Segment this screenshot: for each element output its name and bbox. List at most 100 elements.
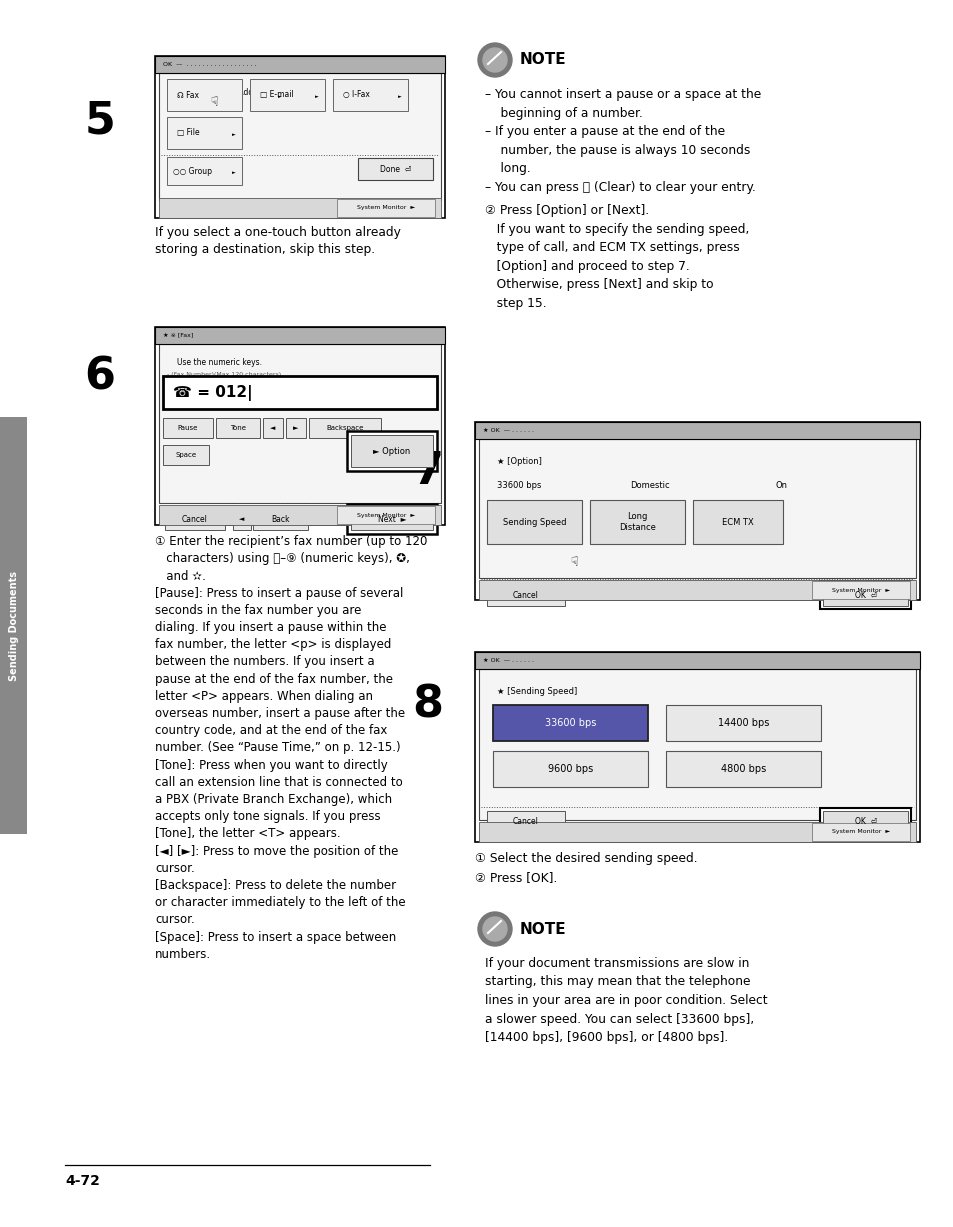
- Text: 33600 bps: 33600 bps: [544, 718, 596, 728]
- Bar: [154, 56, 444, 218]
- Bar: [347, 431, 436, 471]
- Text: If you want to specify the sending speed,: If you want to specify the sending speed…: [484, 222, 749, 236]
- Text: beginning of a number.: beginning of a number.: [484, 107, 642, 119]
- Text: □ E-mail: □ E-mail: [260, 91, 294, 99]
- Bar: [589, 499, 684, 544]
- Bar: [154, 56, 444, 72]
- Bar: [253, 508, 308, 530]
- Text: 9600 bps: 9600 bps: [547, 764, 593, 774]
- Text: Cancel: Cancel: [182, 514, 208, 524]
- Text: step 15.: step 15.: [484, 297, 546, 309]
- Text: ★ [Sending Speed]: ★ [Sending Speed]: [497, 687, 577, 696]
- Text: ☊ Fax: ☊ Fax: [177, 91, 199, 99]
- Text: ►: ►: [397, 94, 401, 99]
- Text: – You can press Ⓢ (Clear) to clear your entry.: – You can press Ⓢ (Clear) to clear your …: [484, 180, 755, 194]
- Bar: [163, 418, 213, 438]
- Bar: [286, 418, 306, 438]
- Text: [14400 bps], [9600 bps], or [4800 bps].: [14400 bps], [9600 bps], or [4800 bps].: [484, 1031, 727, 1044]
- Bar: [351, 436, 433, 467]
- Text: ECM TX: ECM TX: [721, 518, 753, 526]
- Text: Backspace: Backspace: [326, 425, 363, 431]
- Text: ○ I-Fax: ○ I-Fax: [343, 91, 370, 99]
- Bar: [692, 499, 782, 544]
- Bar: [478, 580, 915, 600]
- Bar: [215, 418, 260, 438]
- Text: a slower speed. You can select [33600 bps],: a slower speed. You can select [33600 bp…: [484, 1012, 754, 1026]
- Bar: [493, 751, 647, 787]
- Bar: [167, 117, 242, 148]
- Bar: [475, 422, 919, 600]
- Text: NOTE: NOTE: [519, 53, 566, 67]
- Text: OK  —  . . . . . . . . . . . . . . . . . .: OK — . . . . . . . . . . . . . . . . . .: [163, 63, 256, 67]
- Text: characters) using ⓪–⑨ (numeric keys), ✪,: characters) using ⓪–⑨ (numeric keys), ✪,: [154, 552, 410, 566]
- Text: cursor.: cursor.: [154, 913, 194, 926]
- Text: System Monitor  ►: System Monitor ►: [356, 513, 415, 518]
- Text: ☟: ☟: [210, 96, 217, 109]
- Bar: [351, 508, 433, 530]
- Text: ►: ►: [277, 94, 281, 99]
- Bar: [336, 199, 435, 217]
- Circle shape: [477, 912, 512, 946]
- Text: Cancel: Cancel: [513, 817, 538, 827]
- Text: pause at the end of the fax number, the: pause at the end of the fax number, the: [154, 672, 393, 686]
- Text: 4800 bps: 4800 bps: [720, 764, 765, 774]
- Bar: [478, 822, 915, 842]
- Bar: [820, 582, 910, 609]
- Text: [Tone], the letter <T> appears.: [Tone], the letter <T> appears.: [154, 827, 340, 840]
- Bar: [475, 652, 919, 669]
- Bar: [665, 751, 821, 787]
- Text: numbers.: numbers.: [154, 947, 211, 961]
- Text: If you select a one-touch button already
storing a destination, skip this step.: If you select a one-touch button already…: [154, 226, 400, 256]
- Text: ○○ Group: ○○ Group: [172, 167, 212, 175]
- Bar: [493, 706, 647, 741]
- Text: call an extension line that is connected to: call an extension line that is connected…: [154, 775, 402, 789]
- Text: ►: ►: [314, 94, 318, 99]
- Bar: [159, 198, 440, 218]
- Text: Space: Space: [175, 452, 196, 458]
- Text: [◄] [►]: Press to move the position of the: [◄] [►]: Press to move the position of t…: [154, 844, 398, 858]
- Text: If your document transmissions are slow in: If your document transmissions are slow …: [484, 957, 749, 971]
- Bar: [665, 706, 821, 741]
- Bar: [333, 79, 408, 110]
- Text: a PBX (Private Branch Exchange), which: a PBX (Private Branch Exchange), which: [154, 793, 392, 806]
- Text: ►: ►: [232, 171, 235, 175]
- Text: and ✫.: and ✫.: [154, 569, 206, 583]
- Text: System Monitor  ►: System Monitor ►: [831, 829, 889, 834]
- Text: number. (See “Pause Time,” on p. 12-15.): number. (See “Pause Time,” on p. 12-15.): [154, 741, 400, 755]
- Bar: [478, 669, 915, 820]
- Text: ☟: ☟: [569, 556, 577, 569]
- Text: OK  ⏎: OK ⏎: [854, 817, 876, 827]
- Text: Use the numeric keys.: Use the numeric keys.: [177, 358, 262, 367]
- Text: fax number, the letter <p> is displayed: fax number, the letter <p> is displayed: [154, 638, 391, 652]
- Text: Pause: Pause: [177, 425, 198, 431]
- Text: - (Fax Number)(Max 120 characters): - (Fax Number)(Max 120 characters): [167, 372, 281, 377]
- Text: Next  ►: Next ►: [377, 514, 406, 524]
- Bar: [154, 328, 444, 525]
- Text: On: On: [774, 481, 786, 490]
- Text: [Option] and proceed to step 7.: [Option] and proceed to step 7.: [484, 259, 689, 272]
- Text: ►: ►: [232, 133, 235, 137]
- Text: letter <P> appears. When dialing an: letter <P> appears. When dialing an: [154, 690, 373, 703]
- Bar: [154, 328, 444, 344]
- Text: or character immediately to the left of the: or character immediately to the left of …: [154, 896, 405, 909]
- Bar: [167, 79, 242, 110]
- Text: number, the pause is always 10 seconds: number, the pause is always 10 seconds: [484, 144, 750, 157]
- Text: Sending Documents: Sending Documents: [9, 571, 18, 681]
- Text: long.: long.: [484, 162, 530, 175]
- Bar: [159, 506, 440, 525]
- Text: ◄: ◄: [270, 425, 275, 431]
- Text: starting, this may mean that the telephone: starting, this may mean that the telepho…: [484, 975, 750, 989]
- Bar: [475, 422, 919, 439]
- Bar: [486, 811, 564, 833]
- Text: ★ [Register New Address]: ★ [Register New Address]: [172, 88, 272, 97]
- Text: 6: 6: [85, 355, 115, 398]
- Text: ★ OK  — . . . . . .: ★ OK — . . . . . .: [482, 428, 534, 433]
- Text: ◄: ◄: [239, 517, 244, 521]
- Text: Domestic: Domestic: [629, 481, 669, 490]
- Bar: [347, 504, 436, 534]
- Text: OK  ⏎: OK ⏎: [854, 590, 876, 600]
- Bar: [263, 418, 283, 438]
- Text: Otherwise, press [Next] and skip to: Otherwise, press [Next] and skip to: [484, 279, 713, 291]
- Bar: [159, 72, 440, 200]
- Bar: [309, 418, 380, 438]
